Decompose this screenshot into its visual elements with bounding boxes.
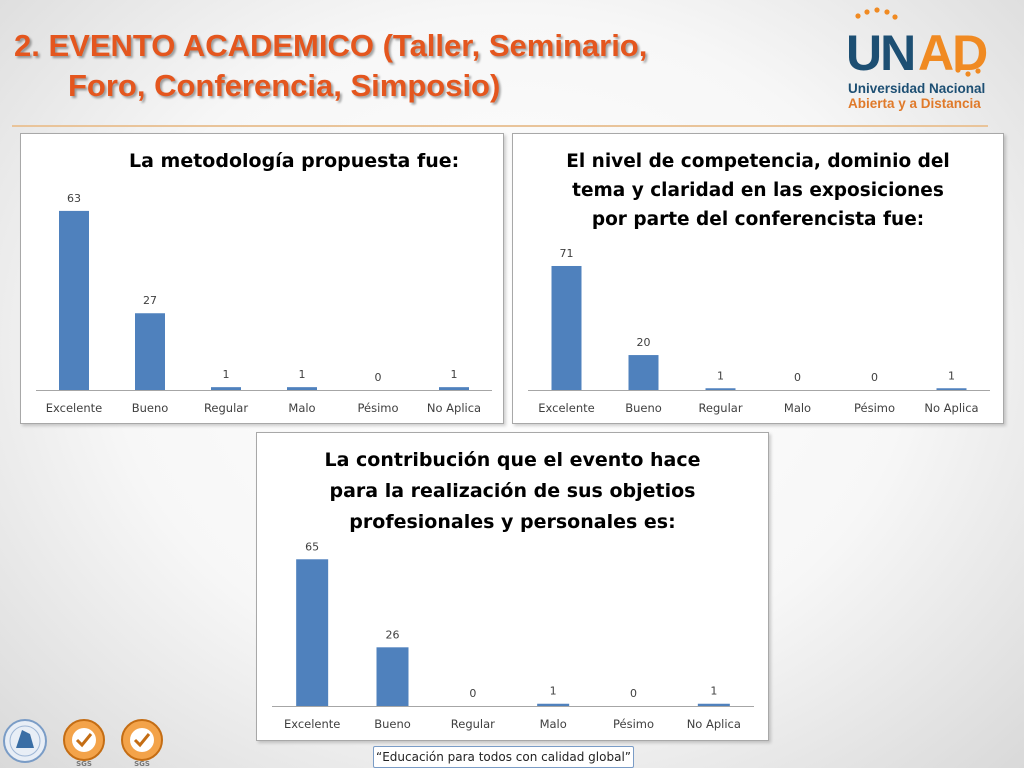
x-tick-label: Regular <box>451 717 495 731</box>
bar-chart-metodologia: 63 Excelente 27 Bueno 1 Regular 1 Malo 0 Pésimo 1 N… <box>36 192 492 415</box>
x-tick-label: Excelente <box>46 401 102 415</box>
x-tick-label: Malo <box>540 717 567 731</box>
data-label: 27 <box>143 294 157 307</box>
sgs-label: SGS <box>76 760 92 768</box>
title-divider <box>12 125 988 127</box>
bar-chart-competencia: 71 Excelente 20 Bueno 1 Regular 0 Malo 0 Pésimo 1 N… <box>528 247 990 415</box>
data-label: 1 <box>550 685 557 698</box>
data-label: 71 <box>560 247 574 260</box>
bar-excelente <box>296 559 329 706</box>
bar-malo <box>287 387 317 390</box>
x-tick-label: Pésimo <box>854 401 895 415</box>
chart-title-line: por parte del conferencista fue: <box>591 209 925 230</box>
unad-logo: UN AD <box>846 7 989 81</box>
logo-university-subtitle: Abierta y a Distancia <box>848 96 981 111</box>
data-label: 1 <box>710 685 717 698</box>
data-label: 0 <box>794 371 801 384</box>
logo-dots-icon <box>855 7 981 77</box>
chart-panel-contribucion: La contribución que el evento hace para … <box>256 432 769 741</box>
bar-bueno <box>628 355 659 390</box>
x-tick-label: Excelente <box>538 401 594 415</box>
bar-regular <box>211 387 241 390</box>
x-tick-label: No Aplica <box>687 717 741 731</box>
slide-title-line1: 2. EVENTO ACADEMICO (Taller, Seminario, <box>14 28 648 63</box>
data-label: 20 <box>637 336 651 349</box>
footer-tagline: “Educación para todos con calidad global… <box>373 746 634 768</box>
sgs-certification-icon: SGS <box>121 719 163 768</box>
x-tick-label: Bueno <box>132 401 169 415</box>
bar-bueno <box>376 647 409 706</box>
chart-title: La contribución que el evento hace para … <box>257 445 768 538</box>
x-tick-label: Bueno <box>374 717 411 731</box>
data-label: 0 <box>375 371 382 384</box>
data-label: 0 <box>630 687 637 700</box>
data-label: 0 <box>871 371 878 384</box>
x-tick-label: Excelente <box>284 717 340 731</box>
chart-title-line: tema y claridad en las exposiciones <box>572 180 944 201</box>
data-label: 65 <box>305 540 319 553</box>
bar-regular <box>705 388 736 390</box>
bar-excelente <box>59 210 89 390</box>
chart-title: La metodología propuesta fue: <box>129 150 460 172</box>
sgs-label: SGS <box>134 760 150 768</box>
data-label: 0 <box>469 687 476 700</box>
logo-university-name: Universidad Nacional <box>848 81 986 96</box>
bar-no-aplica <box>697 703 730 706</box>
x-tick-label: Malo <box>784 401 811 415</box>
data-label: 1 <box>299 368 306 381</box>
x-tick-label: Pésimo <box>613 717 654 731</box>
bar-no-aplica <box>439 387 469 390</box>
chart-title-line: profesionales y personales es: <box>349 511 676 533</box>
data-label: 1 <box>451 368 458 381</box>
data-label: 1 <box>948 369 955 382</box>
slide-title-line2: Foro, Conferencia, Simposio) <box>68 68 501 103</box>
x-tick-label: Regular <box>698 401 742 415</box>
sgs-certification-icon: SGS <box>63 719 105 768</box>
chart-title-line: para la realización de sus objetios <box>329 480 696 502</box>
chart-title: El nivel de competencia, dominio del tem… <box>513 147 1003 234</box>
bar-bueno <box>135 313 165 390</box>
data-label: 26 <box>386 628 400 641</box>
svg-text:UN: UN <box>846 25 914 81</box>
data-label: 1 <box>223 368 230 381</box>
slide-title: 2. EVENTO ACADEMICO (Taller, Seminario, … <box>14 26 814 106</box>
bar-no-aplica <box>936 388 967 390</box>
x-tick-label: Malo <box>288 401 315 415</box>
chart-panel-metodologia: La metodología propuesta fue: 63 Excelent… <box>20 133 504 424</box>
chart-title-line: El nivel de competencia, dominio del <box>566 151 950 172</box>
chart-panel-competencia: El nivel de competencia, dominio del tem… <box>512 133 1004 424</box>
bar-chart-contribucion: 65 Excelente 26 Bueno 0 Regular 1 Malo 0 Pésimo 1 N… <box>272 540 754 731</box>
bar-excelente <box>551 265 582 390</box>
x-tick-label: Bueno <box>625 401 662 415</box>
colombia-seal-icon <box>3 719 47 763</box>
x-tick-label: No Aplica <box>427 401 481 415</box>
data-label: 63 <box>67 192 81 205</box>
x-tick-label: Regular <box>204 401 248 415</box>
svg-text:AD: AD <box>918 25 987 81</box>
x-tick-label: Pésimo <box>357 401 398 415</box>
x-tick-label: No Aplica <box>924 401 978 415</box>
data-label: 1 <box>717 369 724 382</box>
chart-title-line: La contribución que el evento hace <box>324 449 701 471</box>
bar-malo <box>537 703 570 706</box>
